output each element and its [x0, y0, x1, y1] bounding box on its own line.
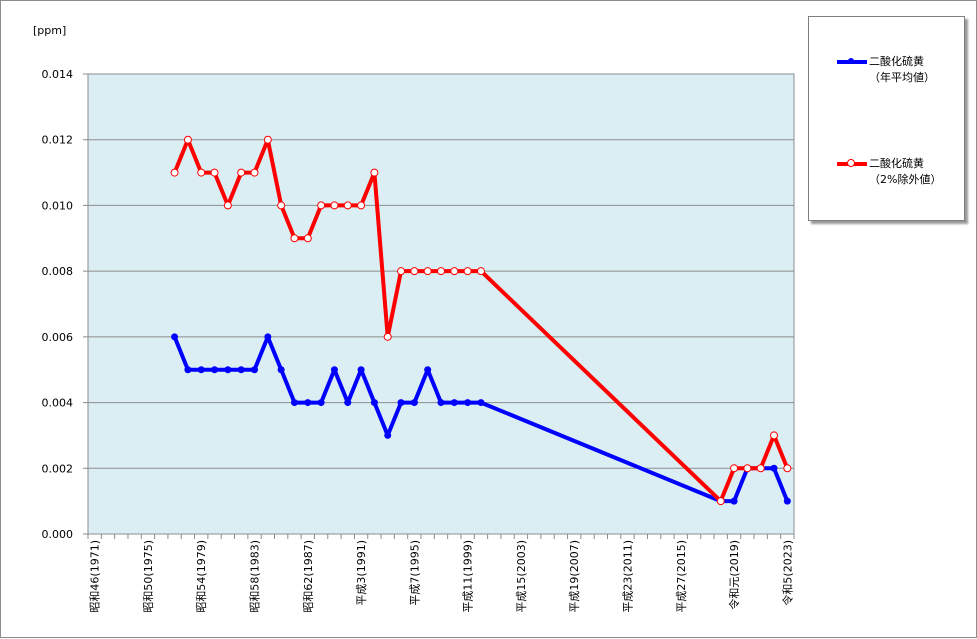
data-point	[424, 366, 432, 374]
data-point	[423, 267, 432, 276]
series-layer	[170, 135, 792, 506]
data-point	[277, 201, 286, 210]
data-point	[384, 431, 392, 439]
y-tick-label: 0.006	[42, 331, 74, 344]
data-point	[224, 366, 232, 374]
data-point	[170, 168, 179, 177]
plot-area	[87, 73, 795, 535]
legend-label-line2: （2%除外値）	[869, 173, 942, 186]
data-point	[756, 464, 765, 473]
data-point	[237, 168, 246, 177]
x-tick-label: 令和5(2023)	[780, 540, 794, 606]
data-point	[370, 168, 379, 177]
data-point	[277, 366, 285, 374]
x-tick-label: 昭和46(1971)	[89, 540, 102, 613]
data-point	[397, 399, 405, 407]
data-point	[410, 267, 419, 276]
x-tick-label: 昭和62(1987)	[302, 540, 315, 613]
data-point	[183, 135, 192, 144]
data-point	[317, 201, 326, 210]
data-point	[463, 267, 472, 276]
legend-marker-red	[847, 159, 855, 167]
data-point	[357, 201, 366, 210]
series-1	[170, 135, 792, 506]
x-tick-label: 平成3(1991)	[355, 540, 368, 606]
data-point	[783, 497, 791, 505]
data-point	[437, 267, 445, 276]
data-point	[250, 168, 259, 177]
data-point	[330, 201, 339, 210]
data-point	[477, 399, 485, 407]
x-tick-label: 昭和54(1979)	[195, 540, 208, 613]
legend-label-line1: 二酸化硫黄	[869, 157, 924, 170]
data-point	[223, 201, 232, 210]
grid-lines	[88, 139, 794, 469]
data-point	[770, 464, 778, 472]
data-point	[397, 267, 406, 276]
x-tick-label: 昭和50(1975)	[142, 540, 155, 613]
data-point	[304, 399, 312, 407]
x-tick-label: 令和元(2019)	[727, 540, 741, 610]
data-point	[197, 366, 205, 374]
y-unit-label: [ppm]	[33, 24, 66, 37]
legend-marker-blue	[848, 58, 854, 64]
x-tick-label: 平成15(2003)	[515, 540, 528, 613]
y-tick-label: 0.004	[42, 397, 74, 410]
x-axis-ticks: 昭和46(1971) 昭和50(1975) 昭和54(1979) 昭和58(1983)…	[87, 534, 795, 613]
data-point	[743, 464, 752, 473]
y-tick-label: 0.000	[42, 528, 74, 541]
data-point	[476, 267, 485, 276]
data-point	[211, 366, 219, 374]
data-point	[343, 201, 352, 210]
data-point	[237, 366, 245, 374]
x-tick-label: 平成27(2015)	[675, 540, 688, 613]
data-point	[383, 332, 392, 341]
x-tick-label: 平成7(1995)	[408, 540, 421, 606]
legend: 二酸化硫黄 （年平均値） 二酸化硫黄 （2%除外値）	[808, 16, 965, 221]
data-point	[344, 399, 352, 407]
data-point	[730, 464, 739, 473]
data-point	[290, 399, 298, 407]
data-point	[303, 234, 312, 243]
data-point	[264, 333, 272, 341]
data-point	[330, 366, 338, 374]
data-point	[450, 267, 459, 276]
legend-label-line2: （年平均値）	[869, 71, 935, 84]
y-tick-label: 0.010	[42, 199, 74, 212]
data-point	[370, 399, 378, 407]
y-tick-label: 0.014	[42, 68, 74, 81]
data-point	[171, 333, 179, 341]
data-point	[464, 399, 472, 407]
data-point	[716, 497, 725, 506]
data-point	[357, 366, 365, 374]
data-point	[290, 234, 299, 243]
data-point	[210, 168, 219, 177]
y-tick-label: 0.008	[42, 265, 74, 278]
x-tick-label: 平成11(1999)	[462, 540, 475, 613]
data-point	[184, 366, 192, 374]
data-point	[437, 399, 445, 407]
data-point	[263, 135, 272, 144]
y-tick-label: 0.002	[42, 462, 74, 475]
x-tick-label: 平成19(2007)	[568, 540, 581, 613]
data-point	[410, 399, 418, 407]
y-axis-ticks: 0.000 0.002 0.004 0.006 0.008 0.010 0.012 0.014	[42, 68, 88, 541]
data-point	[317, 399, 325, 407]
x-tick-label: 昭和58(1983)	[249, 540, 262, 613]
data-point	[450, 399, 458, 407]
data-point	[770, 431, 779, 440]
legend-label-line1: 二酸化硫黄	[869, 55, 924, 68]
series-line	[172, 137, 790, 504]
data-point	[251, 366, 259, 374]
data-point	[730, 497, 738, 505]
data-point	[783, 464, 792, 473]
x-tick-label: 平成23(2011)	[621, 540, 634, 613]
data-point	[197, 168, 206, 177]
y-tick-label: 0.012	[42, 134, 74, 147]
